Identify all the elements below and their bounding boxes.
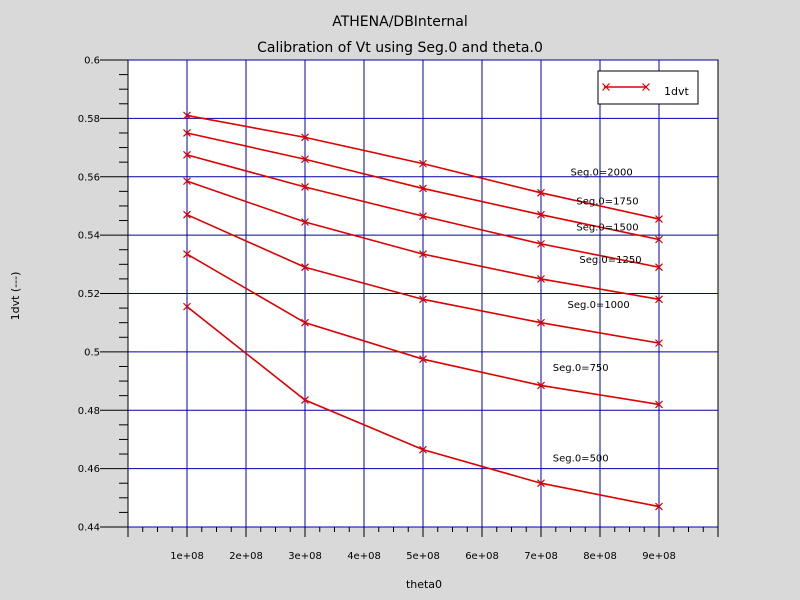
- data-point: [301, 318, 309, 327]
- data-point: [183, 302, 191, 311]
- data-point: [183, 210, 191, 219]
- x-tick-label: 3e+08: [288, 551, 322, 562]
- x-tick-label: 8e+08: [583, 551, 617, 562]
- legend: 1dvt: [597, 70, 699, 105]
- y-tick-label: 0.44: [78, 523, 100, 534]
- data-point: [419, 445, 427, 454]
- series-group: [183, 111, 663, 511]
- y-tick-label: 0.48: [78, 406, 100, 417]
- legend-entry: 1dvt: [664, 85, 689, 98]
- x-tick-label: 2e+08: [229, 551, 263, 562]
- series-seg-0-1750: [183, 129, 663, 244]
- data-point: [655, 215, 663, 223]
- series-annotation: Seg.0=1250: [579, 255, 641, 266]
- x-tick-label: 6e+08: [465, 551, 499, 562]
- data-point: [537, 381, 545, 390]
- series-annotation: Seg.0=1750: [576, 196, 638, 207]
- x-tick-label: 9e+08: [642, 551, 676, 562]
- y-axis-label: 1dvt (---): [9, 272, 22, 321]
- series-annotation: Seg.0=2000: [571, 167, 633, 178]
- data-point: [419, 250, 427, 259]
- data-point: [419, 212, 427, 221]
- data-point: [655, 263, 663, 272]
- data-point: [419, 159, 427, 168]
- series-seg-0-500: [183, 302, 663, 511]
- data-point: [183, 111, 191, 120]
- y-tick-label: 0.46: [78, 464, 100, 475]
- data-point: [183, 150, 191, 159]
- axis-ticks: 1e+08 2e+08 3e+08 4e+08 5e+08 6e+08 7e+08 8e+08…: [78, 56, 719, 562]
- data-point: [183, 129, 191, 137]
- series-seg-0-750: [183, 250, 663, 409]
- data-point: [655, 235, 663, 244]
- data-point: [301, 183, 309, 191]
- data-point: [537, 239, 545, 248]
- data-point: [537, 479, 545, 488]
- data-point: [537, 318, 545, 327]
- data-point: [419, 355, 427, 364]
- series-seg-0-1250: [183, 177, 663, 304]
- data-point: [642, 83, 650, 91]
- chart-title: ATHENA/DBInternal: [332, 14, 468, 30]
- y-tick-label: 0.54: [78, 231, 100, 242]
- annotations: Seg.0=2000 Seg.0=1750 Seg.0=1500 Seg.0=1250…: [553, 167, 642, 464]
- chart-subtitle: Calibration of Vt using Seg.0 and theta.…: [257, 40, 543, 56]
- y-tick-label: 0.56: [78, 172, 100, 183]
- data-point: [301, 396, 309, 404]
- data-point: [537, 210, 545, 219]
- data-point: [301, 133, 309, 142]
- y-tick-label: 0.58: [78, 114, 100, 125]
- data-point: [419, 184, 427, 193]
- series-annotation: Seg.0=750: [553, 363, 609, 374]
- data-point: [537, 274, 545, 283]
- series-seg-0-2000: [183, 111, 663, 223]
- x-tick-label: 1e+08: [170, 551, 204, 562]
- data-point: [301, 218, 309, 226]
- series-annotation: Seg.0=1500: [576, 223, 638, 234]
- y-tick-label: 0.52: [78, 289, 100, 300]
- data-point: [183, 177, 191, 186]
- x-axis-label: theta0: [406, 578, 442, 591]
- data-point: [301, 263, 309, 272]
- data-point: [655, 400, 663, 409]
- series-annotation: Seg.0=1000: [568, 300, 630, 311]
- series-annotation: Seg.0=500: [553, 453, 609, 464]
- data-point: [655, 295, 663, 304]
- data-point: [602, 83, 610, 91]
- series-seg-0-1000: [183, 210, 663, 348]
- y-tick-label: 0.6: [84, 56, 100, 67]
- data-point: [183, 250, 191, 259]
- data-point: [655, 339, 663, 348]
- x-tick-label: 7e+08: [524, 551, 558, 562]
- data-point: [301, 155, 309, 164]
- data-point: [419, 295, 427, 304]
- y-tick-label: 0.5: [84, 347, 100, 358]
- series-seg-0-1500: [183, 150, 663, 272]
- data-point: [537, 188, 545, 197]
- x-tick-label: 4e+08: [347, 551, 381, 562]
- data-point: [655, 502, 663, 511]
- x-tick-label: 5e+08: [406, 551, 440, 562]
